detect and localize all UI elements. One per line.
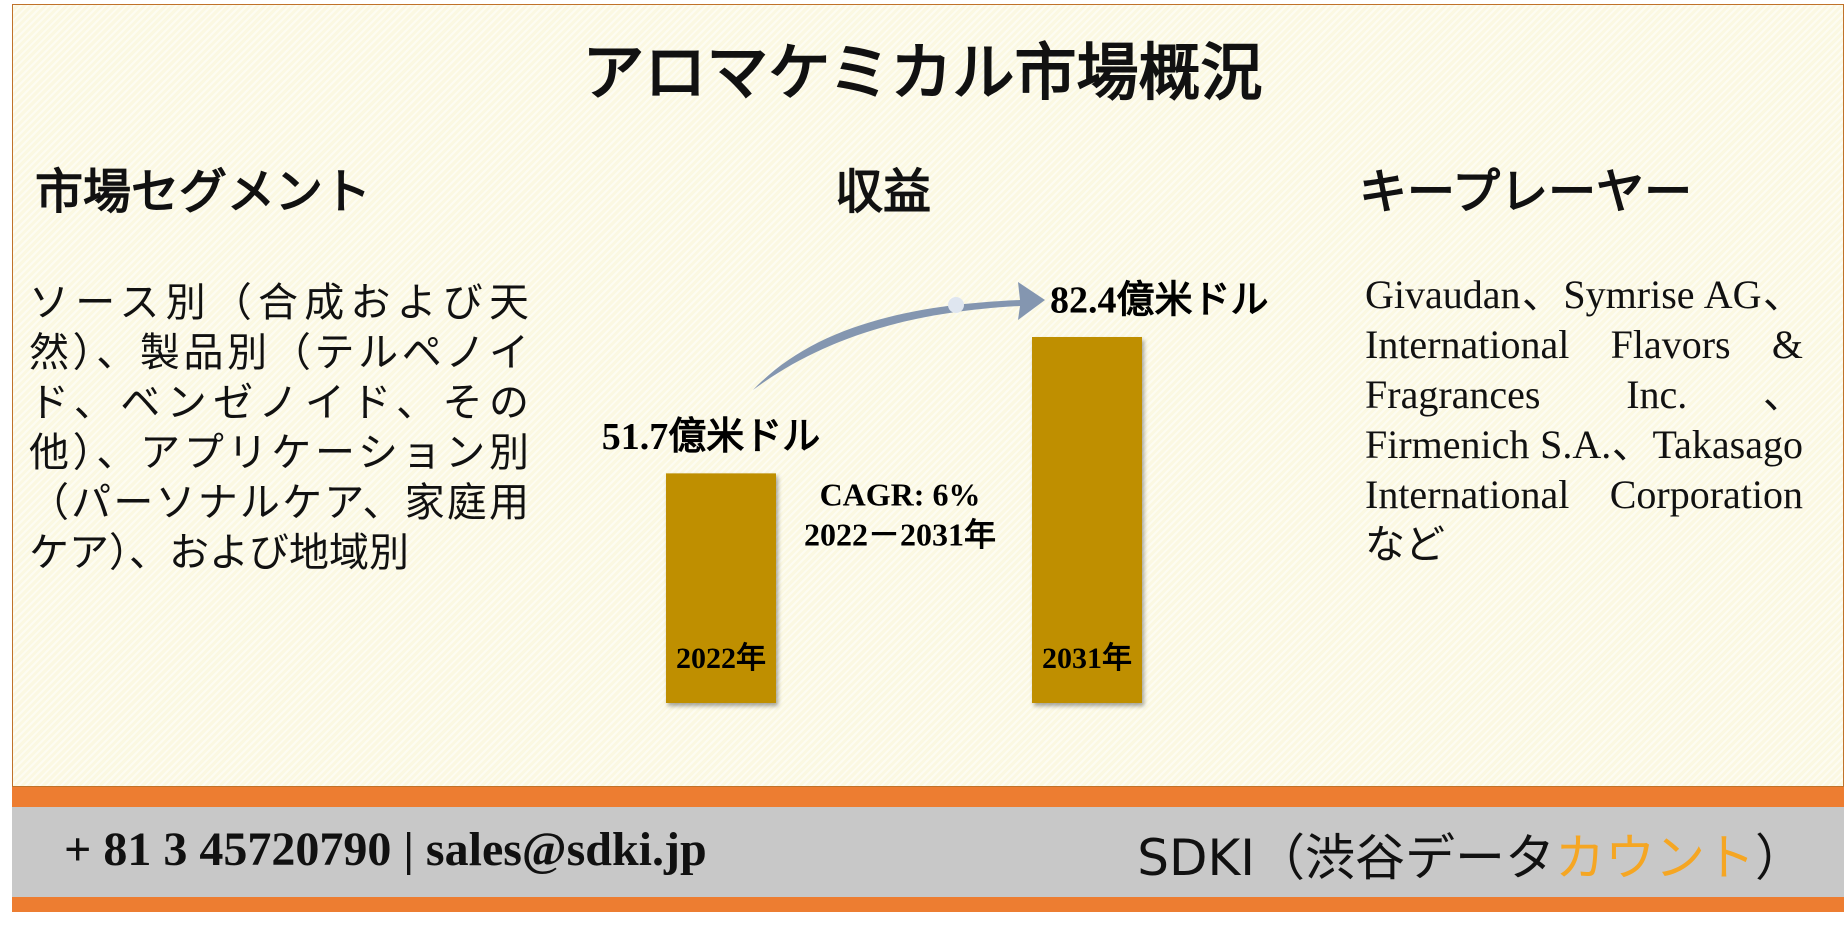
brand: SDKI（渋谷データカウント） xyxy=(1137,818,1805,890)
bar-category: 2031年 xyxy=(1042,642,1132,675)
cagr-text: CAGR: 6% xyxy=(820,476,981,512)
segments-text: ソース別（合成および天然）、製品別（テルペノイド、ベンゼノイド、その他）、アプリ… xyxy=(29,280,529,575)
footer-stripe xyxy=(12,897,1844,912)
bar xyxy=(666,473,776,703)
growth-arrow xyxy=(753,282,1045,390)
players-heading: キープレーヤー xyxy=(1359,166,1693,219)
bar xyxy=(1032,337,1142,703)
brand-text: SDKI（渋谷データ xyxy=(1137,829,1555,887)
players-text: Givaudan、Symrise AG、International Flavor… xyxy=(1365,272,1803,567)
panel xyxy=(12,4,1844,787)
revenue-heading: 収益 xyxy=(834,166,931,219)
footer-stripe xyxy=(12,787,1844,807)
title: アロマケミカル市場概況 xyxy=(582,40,1263,108)
arrow-dot xyxy=(948,297,964,313)
value-label: 51.7億米ドル xyxy=(602,416,821,458)
bar-category: 2022年 xyxy=(676,642,766,675)
segments-heading: 市場セグメント xyxy=(35,166,372,219)
brand-highlight: カウント xyxy=(1555,829,1755,887)
cagr-period: 2022－2031年 xyxy=(804,516,996,552)
value-label: 82.4億米ドル xyxy=(1050,280,1269,322)
footer-band xyxy=(12,807,1844,897)
contact: + 81 3 45720790 | sales@sdki.jp xyxy=(64,823,707,876)
brand-text: ） xyxy=(1755,829,1805,887)
